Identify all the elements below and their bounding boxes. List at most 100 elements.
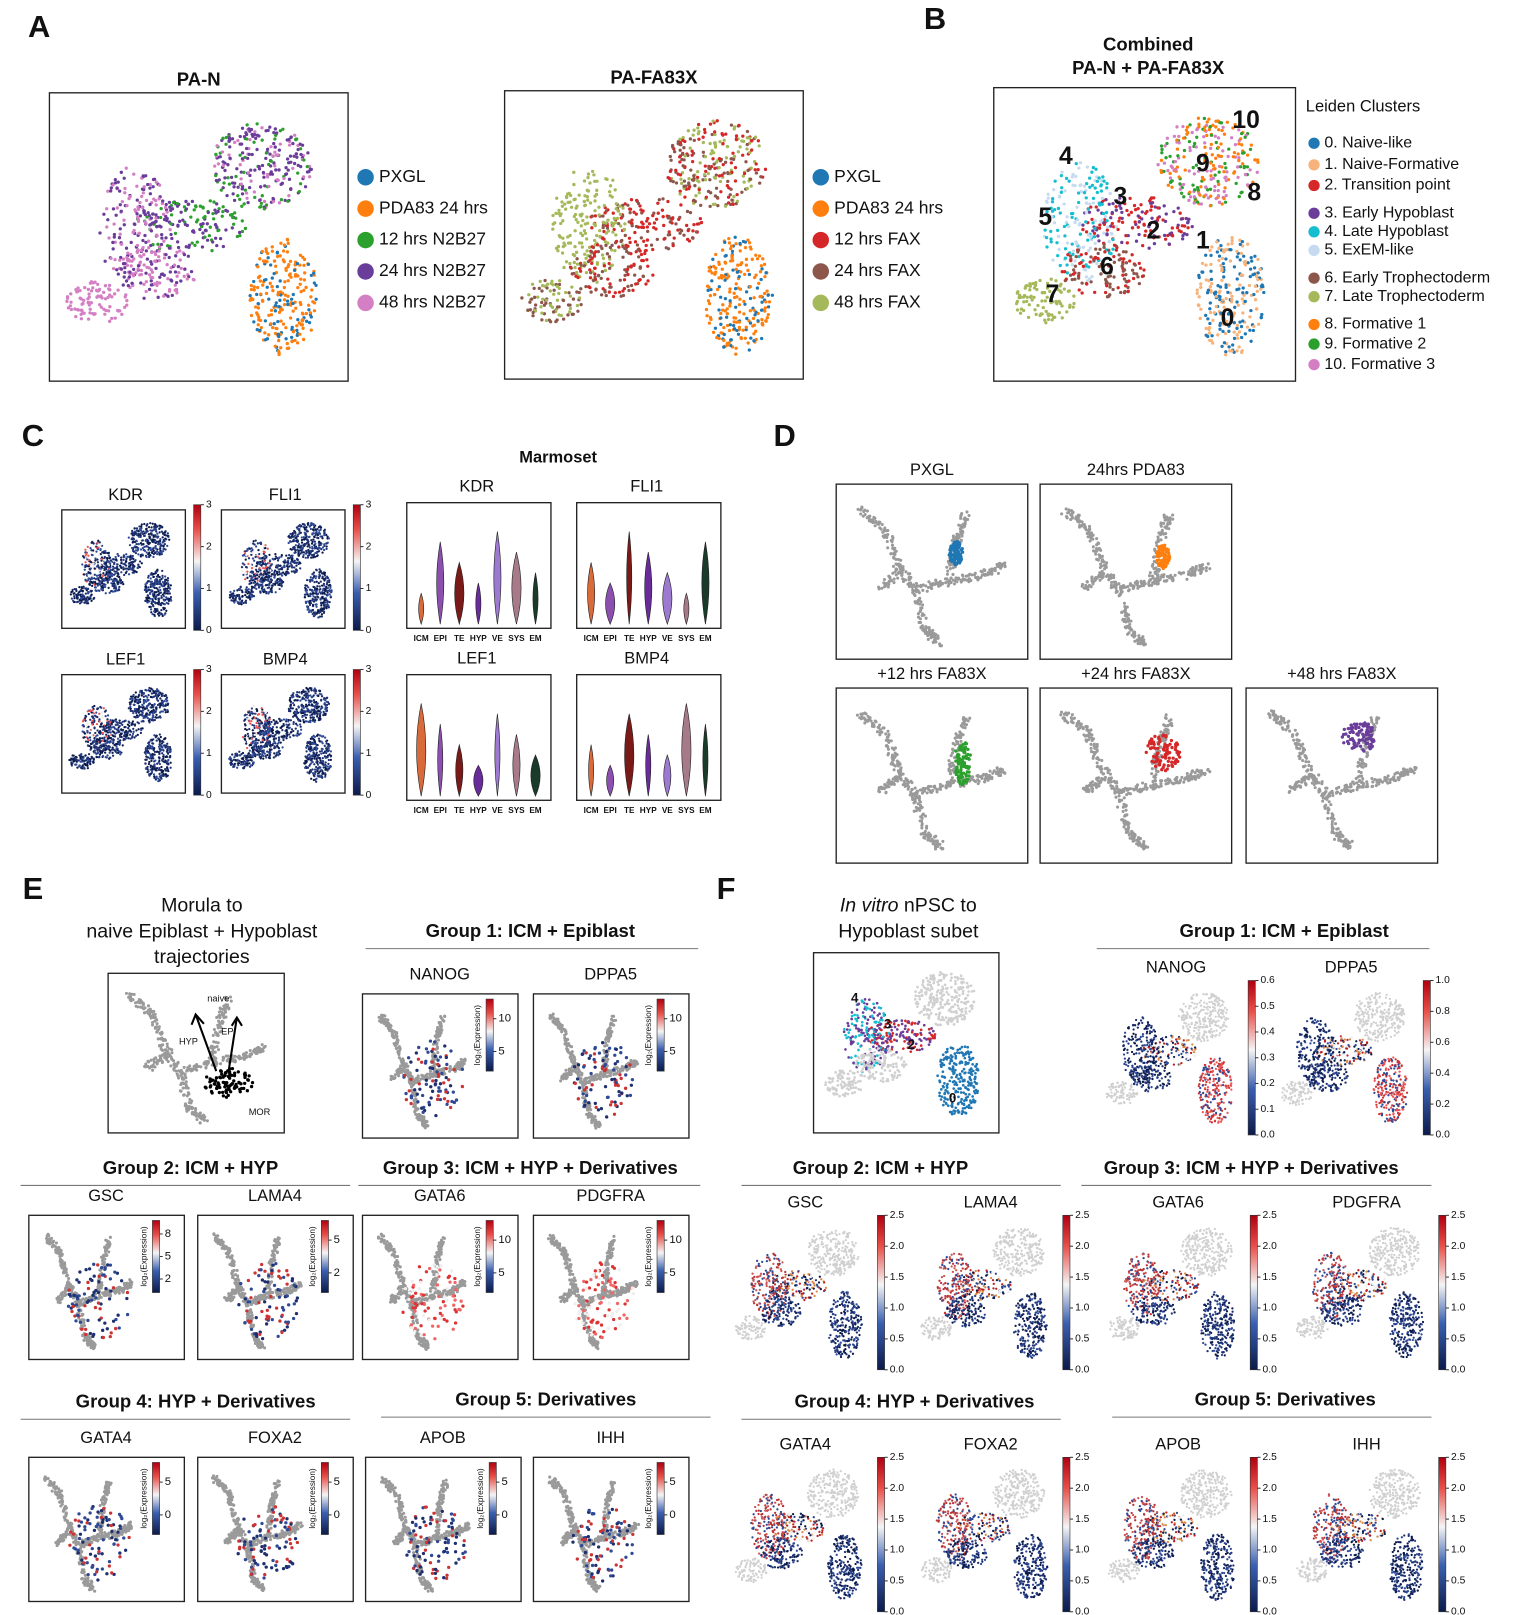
cell-dot xyxy=(1211,342,1214,345)
cell-dot xyxy=(1074,175,1077,178)
cell-dot xyxy=(1168,155,1171,158)
cell-dot xyxy=(1105,211,1108,214)
cell-dot xyxy=(248,557,250,559)
cell-dot xyxy=(143,234,146,237)
cell-dot xyxy=(108,288,111,291)
cell-dot xyxy=(286,238,289,241)
cell-dot xyxy=(1093,291,1096,294)
cell-dot xyxy=(90,600,92,602)
cell-dot xyxy=(531,311,534,314)
cell-dot xyxy=(116,568,118,570)
cell-dot xyxy=(1240,143,1243,146)
cell-dot xyxy=(101,566,103,568)
cell-dot xyxy=(1081,228,1084,231)
cell-dot xyxy=(282,322,285,325)
cell-dot xyxy=(241,192,244,195)
cell-dot xyxy=(657,212,660,215)
cell-dot xyxy=(1132,277,1135,280)
cell-dot xyxy=(1045,310,1048,313)
cell-dot xyxy=(239,163,242,166)
cell-dot xyxy=(313,536,315,538)
cell-dot xyxy=(1061,316,1064,319)
cell-dot xyxy=(623,222,626,225)
cell-dot xyxy=(276,578,278,580)
cell-dot xyxy=(166,580,168,582)
cell-dot xyxy=(240,586,242,588)
cell-dot xyxy=(307,308,310,311)
cell-dot xyxy=(155,233,158,236)
cell-dot xyxy=(129,544,131,546)
cell-dot xyxy=(204,229,207,232)
cell-dot xyxy=(720,174,723,177)
cell-dot xyxy=(568,234,571,237)
cell-dot xyxy=(140,255,143,258)
cell-dot xyxy=(325,548,327,550)
cell-dot xyxy=(232,600,234,602)
cell-dot xyxy=(1237,159,1240,162)
cell-dot xyxy=(125,204,128,207)
cell-dot xyxy=(1152,196,1155,199)
cell-dot xyxy=(184,223,187,226)
cell-dot xyxy=(760,264,763,267)
cell-dot xyxy=(596,261,599,264)
cell-dot xyxy=(158,583,160,585)
cell-dot xyxy=(1203,141,1206,144)
cell-dot xyxy=(276,285,279,288)
cell-dot xyxy=(150,263,153,266)
cell-dot xyxy=(619,279,622,282)
cell-dot xyxy=(584,204,587,207)
cell-dot xyxy=(579,263,582,266)
cell-dot xyxy=(294,532,296,534)
cell-dot xyxy=(168,246,171,249)
cell-dot xyxy=(1174,168,1177,171)
cell-dot xyxy=(241,595,243,597)
cell-dot xyxy=(102,574,104,576)
cell-dot xyxy=(310,528,312,530)
cell-dot xyxy=(161,199,164,202)
cell-dot xyxy=(1080,253,1083,256)
cell-dot xyxy=(1202,135,1205,138)
cell-dot xyxy=(215,226,218,229)
cell-dot xyxy=(1208,339,1211,342)
cell-dot xyxy=(141,523,143,525)
cell-dot xyxy=(236,186,239,189)
cell-dot xyxy=(604,244,607,247)
cell-dot xyxy=(185,207,188,210)
cell-dot xyxy=(728,299,731,302)
cell-dot xyxy=(1215,305,1218,308)
cell-dot xyxy=(112,247,115,250)
cell-dot xyxy=(1121,274,1124,277)
cell-dot xyxy=(607,229,610,232)
cell-dot xyxy=(293,552,295,554)
cell-dot xyxy=(138,232,141,235)
cell-dot xyxy=(90,594,92,596)
cell-dot xyxy=(1213,311,1216,314)
cell-dot xyxy=(1053,208,1056,211)
cell-dot xyxy=(105,225,108,228)
cell-dot xyxy=(1220,155,1223,158)
cell-dot xyxy=(266,559,268,561)
cell-dot xyxy=(149,542,151,544)
cell-dot xyxy=(265,576,267,578)
cell-dot xyxy=(744,337,747,340)
cell-dot xyxy=(685,224,688,227)
cell-dot xyxy=(1080,291,1083,294)
cell-dot xyxy=(700,221,703,224)
cell-dot xyxy=(299,553,301,555)
cell-dot xyxy=(142,530,144,532)
cell-dot xyxy=(620,239,623,242)
cell-dot xyxy=(253,285,256,288)
cell-dot xyxy=(255,588,257,590)
cell-dot xyxy=(94,557,96,559)
cell-dot xyxy=(138,273,141,276)
cell-dot xyxy=(276,571,278,573)
cell-dot xyxy=(193,208,196,211)
cell-dot xyxy=(1094,186,1097,189)
cell-dot xyxy=(316,537,318,539)
cell-dot xyxy=(691,178,694,181)
cell-dot xyxy=(248,591,250,593)
cell-dot xyxy=(1104,215,1107,218)
cell-dot xyxy=(147,601,149,603)
cell-dot xyxy=(233,211,236,214)
cell-dot xyxy=(758,254,761,257)
